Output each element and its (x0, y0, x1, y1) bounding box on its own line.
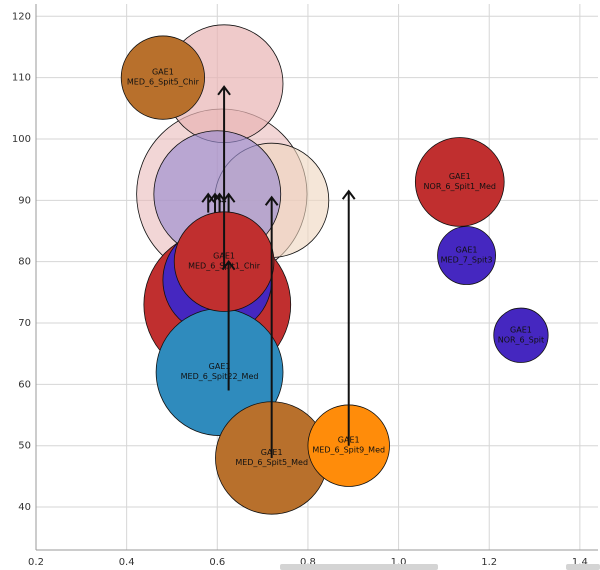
horizontal-scrollbar-end[interactable] (566, 564, 600, 570)
bubble-label-bottom: MED_6_Spit5_Chir (127, 78, 200, 87)
arrows (201, 85, 356, 458)
bubble-label-bottom: NOR_6_Spit1_Med (424, 182, 496, 191)
bubble-label-bottom: MED_6_Spit9_Med (312, 446, 385, 455)
axes (35, 4, 598, 551)
x-tick-label: 0.6 (209, 557, 225, 568)
bubble-label-bottom: MED_7_Spit3 (441, 256, 493, 265)
grid-lines (36, 4, 598, 550)
arrow-head (221, 259, 236, 271)
x-tick-label: 1.2 (481, 557, 497, 568)
y-tick-label: 100 (12, 134, 31, 145)
arrow-head (217, 85, 231, 96)
y-tick-label: 90 (18, 195, 31, 206)
x-tick-label: 0.2 (28, 557, 44, 568)
y-tick-label: 110 (12, 73, 31, 84)
y-tick-label: 60 (18, 379, 31, 390)
bubble-label-top: GAE1 (209, 362, 231, 371)
tick-labels: 0.2 0.4 0.6 0.8 1.0 1.2 1.4 40 50 60 70 80 90 100 110 1… (12, 11, 588, 568)
y-tick-label: 80 (18, 257, 31, 268)
bubble-label-bottom: MED_6_Spit1_Chir (188, 262, 261, 271)
bubble-label-bottom: MED_6_Spit5_Med (235, 458, 308, 467)
bubble-label-top: GAE1 (449, 172, 471, 181)
bubble (493, 307, 549, 363)
y-tick-label: 40 (18, 502, 31, 513)
bubble-labels: GAE1MED_6_Spit22_MedGAE1MED_6_Spit1_Chir… (127, 68, 544, 467)
bubble-label-bottom: NOR_6_Spit (498, 335, 544, 344)
y-tick-label: 120 (12, 11, 31, 22)
x-tick-label: 0.8 (300, 557, 316, 568)
bubble-label-top: GAE1 (152, 68, 174, 77)
bubble-label-top: GAE1 (261, 448, 283, 457)
arrow-head (221, 192, 236, 203)
bubble (120, 35, 205, 120)
bubble-label-top: GAE1 (510, 325, 532, 334)
horizontal-scrollbar-thumb[interactable] (280, 564, 438, 570)
bubble-label-top: GAE1 (213, 252, 235, 261)
bubble-label-top: GAE1 (338, 436, 360, 445)
y-tick-label: 50 (18, 441, 31, 452)
bubble (437, 226, 496, 285)
bubble-label-top: GAE1 (456, 246, 478, 255)
y-tick-label: 70 (18, 318, 31, 329)
x-tick-label: 1.0 (391, 557, 407, 568)
x-tick-label: 1.4 (572, 557, 588, 568)
x-tick-label: 0.4 (119, 557, 135, 568)
arrow-head (341, 189, 356, 200)
arrow-head (264, 195, 279, 206)
bubble-label-bottom: MED_6_Spit22_Med (181, 372, 259, 381)
bubbles (120, 24, 549, 515)
bubble (414, 137, 505, 227)
